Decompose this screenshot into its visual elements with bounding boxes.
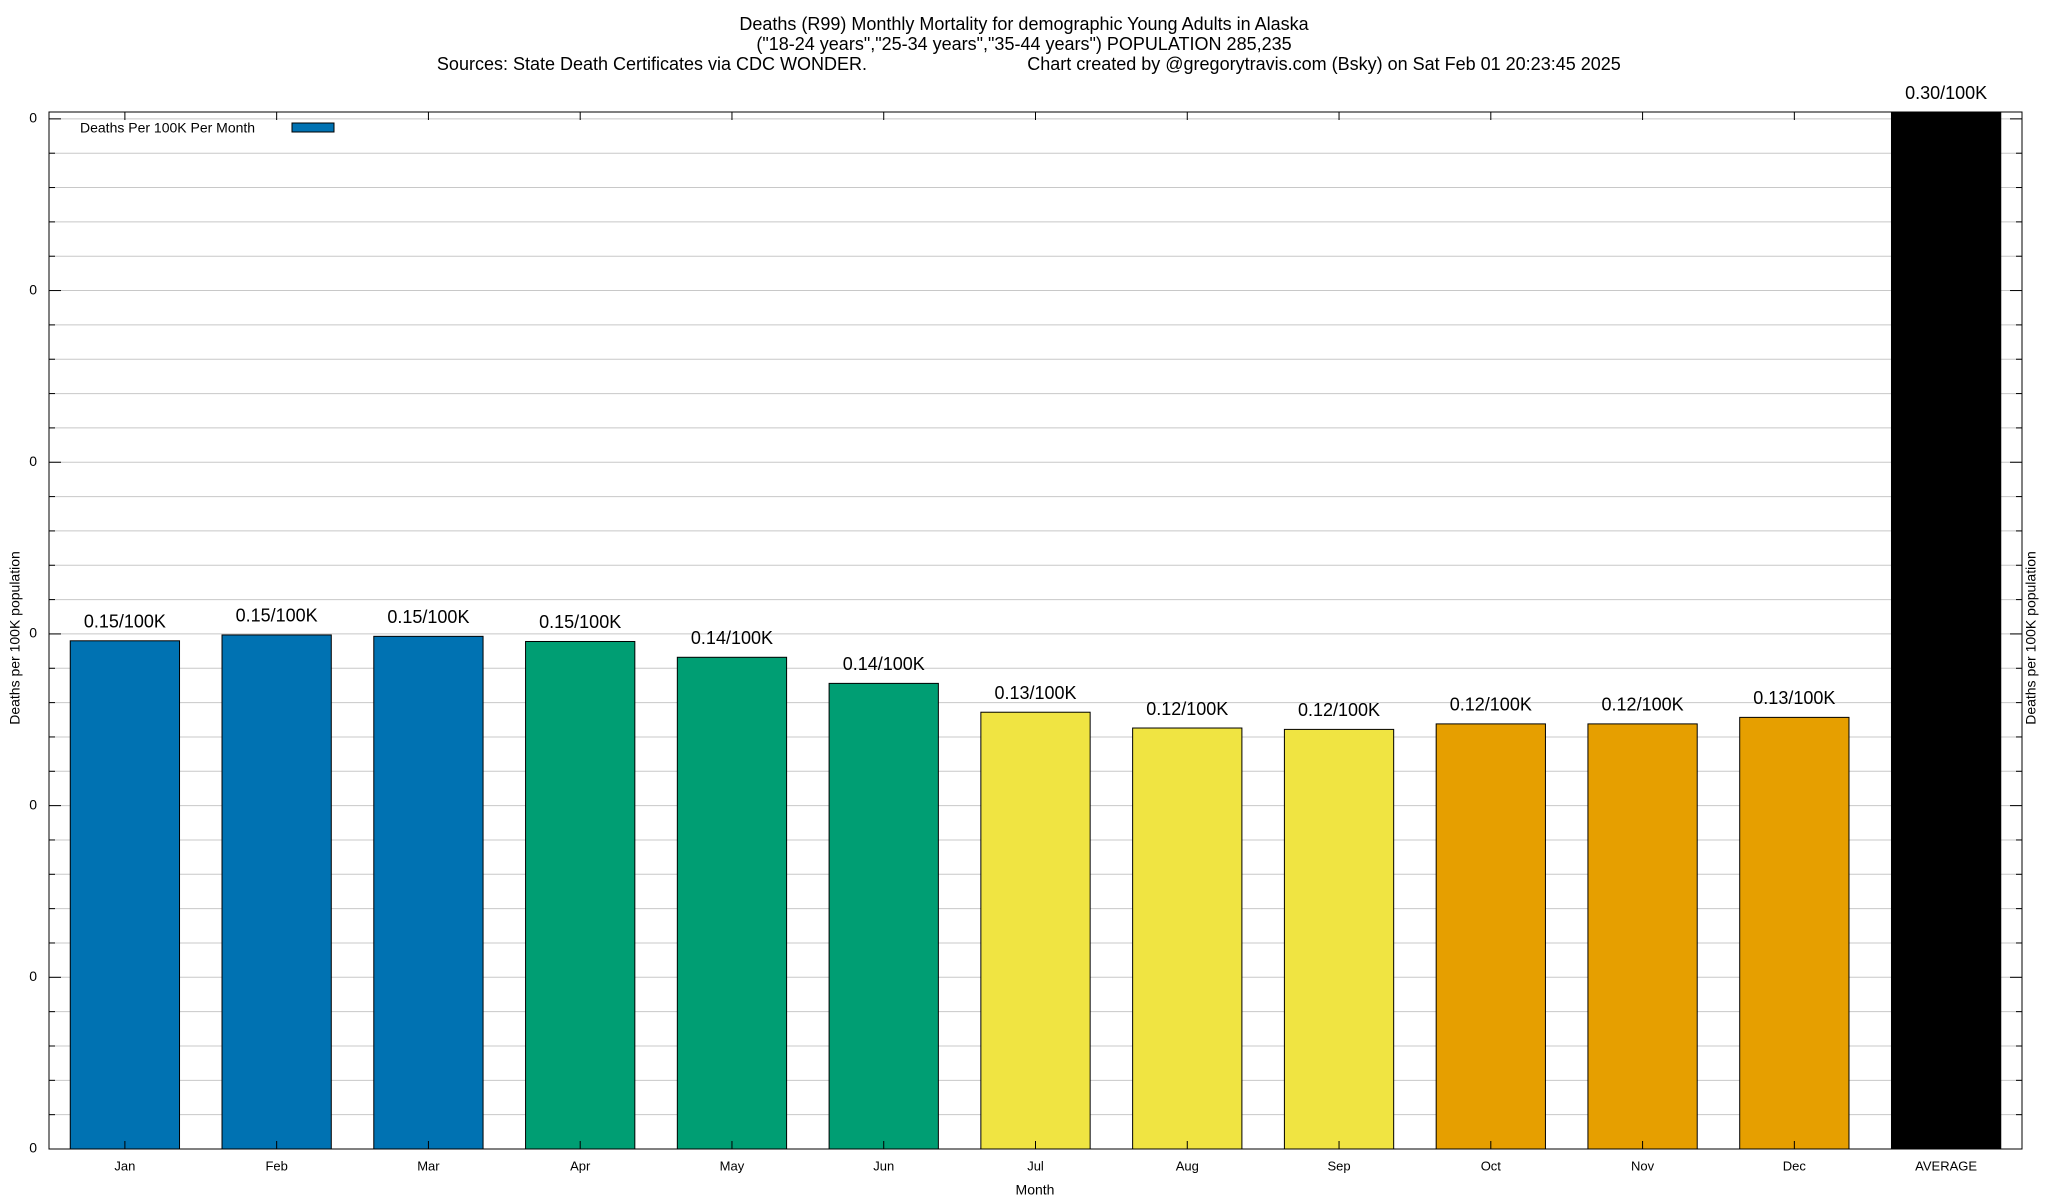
y-tick-label: 0: [29, 1140, 37, 1156]
plot-frame: [48, 111, 2023, 1150]
value-label: 0.15/100K: [236, 606, 318, 626]
value-label: 0.14/100K: [691, 628, 773, 648]
value-label: 0.12/100K: [1298, 700, 1380, 720]
bar: [69, 640, 181, 1149]
bar: [1283, 728, 1395, 1149]
legend-swatch: [291, 122, 335, 133]
value-label: 0.12/100K: [1146, 699, 1228, 719]
value-label: 0.15/100K: [84, 612, 166, 632]
x-tick-label: Nov: [1631, 1158, 1655, 1173]
bar: [1132, 727, 1243, 1149]
value-label: 0.13/100K: [1753, 688, 1835, 708]
bar: [1587, 723, 1698, 1149]
value-label: 0.12/100K: [1450, 695, 1532, 715]
bar: [525, 640, 636, 1149]
bar: [373, 635, 484, 1149]
value-label: 0.12/100K: [1602, 695, 1684, 715]
x-tick-label: Dec: [1783, 1158, 1807, 1173]
x-tick-label: Oct: [1481, 1158, 1502, 1173]
x-tick-label: Jan: [114, 1158, 135, 1173]
bar: [1435, 723, 1546, 1149]
chart-subtitle: ("18-24 years","25-34 years","35-44 year…: [756, 34, 1291, 54]
bar: [980, 711, 1091, 1149]
y-tick-label: 0: [29, 453, 37, 469]
value-label: 0.15/100K: [387, 607, 469, 627]
y-tick-label: 0: [29, 796, 37, 812]
value-label: 0.13/100K: [994, 683, 1076, 703]
bar: [1890, 112, 2002, 1149]
x-tick-label: Sep: [1327, 1158, 1350, 1173]
bars: [69, 112, 2002, 1149]
y-axis-label: Deaths per 100K population: [7, 551, 23, 725]
x-tick-label: Feb: [265, 1158, 287, 1173]
chart-credit: Chart created by @gregorytravis.com (Bsk…: [1027, 54, 1621, 74]
y-tick-label: 0: [29, 625, 37, 641]
x-tick-label: Mar: [417, 1158, 440, 1173]
x-tick-label: May: [720, 1158, 745, 1173]
y2-axis-label: Deaths per 100K population: [2023, 551, 2039, 725]
x-tick-label: Apr: [570, 1158, 591, 1173]
chart-source: Sources: State Death Certificates via CD…: [437, 54, 867, 74]
x-tick-label: Aug: [1176, 1158, 1199, 1173]
x-axis-label: Month: [1016, 1182, 1055, 1198]
value-label: 0.14/100K: [843, 654, 925, 674]
value-label: 0.15/100K: [539, 612, 621, 632]
bar: [676, 656, 788, 1149]
chart-title: Deaths (R99) Monthly Mortality for demog…: [739, 14, 1309, 34]
bar: [221, 634, 332, 1149]
x-tick-label: AVERAGE: [1915, 1158, 1977, 1173]
bar: [828, 682, 939, 1149]
x-tick-label: Jul: [1027, 1158, 1044, 1173]
y-tick-label: 0: [29, 968, 37, 984]
bar: [1739, 716, 1850, 1149]
y-tick-label: 0: [29, 110, 37, 126]
value-label: 0.30/100K: [1905, 83, 1987, 103]
legend-label: Deaths Per 100K Per Month: [80, 120, 255, 136]
y-tick-label: 0: [29, 281, 37, 297]
x-tick-label: Jun: [873, 1158, 894, 1173]
